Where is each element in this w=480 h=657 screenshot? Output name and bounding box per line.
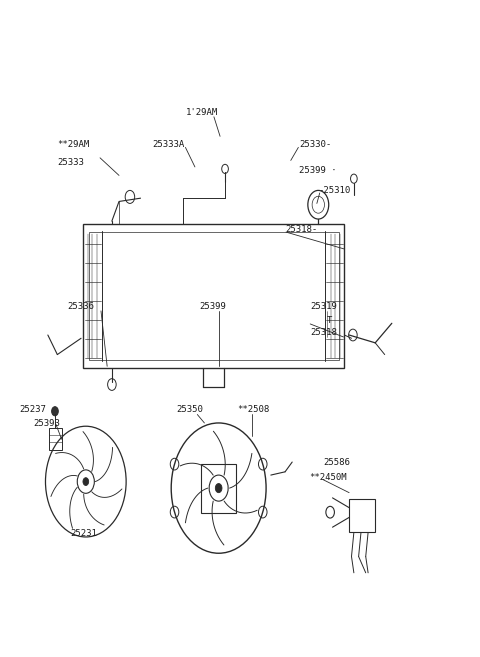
Circle shape bbox=[348, 329, 357, 341]
Text: 25318-: 25318- bbox=[285, 225, 317, 234]
Text: 1'29AM: 1'29AM bbox=[186, 108, 218, 117]
Text: 25333: 25333 bbox=[57, 158, 84, 167]
Text: **29AM: **29AM bbox=[57, 141, 90, 149]
Text: 25399 ·: 25399 · bbox=[300, 166, 337, 175]
Text: 25319: 25319 bbox=[310, 302, 337, 311]
Bar bbox=[84, 224, 344, 367]
Bar bbox=[349, 499, 375, 532]
Circle shape bbox=[52, 407, 58, 416]
Text: 25336: 25336 bbox=[67, 302, 94, 311]
Text: **2450M: **2450M bbox=[309, 472, 347, 482]
Text: 25399: 25399 bbox=[200, 302, 227, 311]
Text: 25330-: 25330- bbox=[300, 141, 332, 149]
Text: 25333A: 25333A bbox=[152, 141, 184, 149]
Text: -25310: -25310 bbox=[318, 186, 350, 195]
Text: 25237: 25237 bbox=[19, 405, 46, 415]
Text: T: T bbox=[326, 316, 332, 325]
Bar bbox=[201, 464, 237, 512]
Text: 25350: 25350 bbox=[176, 405, 203, 415]
Text: 25393: 25393 bbox=[34, 419, 60, 428]
Circle shape bbox=[83, 478, 89, 486]
Text: 25318: 25318 bbox=[310, 328, 337, 337]
Text: **2508: **2508 bbox=[238, 405, 270, 415]
Bar bbox=[49, 428, 61, 449]
Circle shape bbox=[216, 484, 222, 493]
Bar bbox=[89, 232, 339, 360]
Text: 25586: 25586 bbox=[323, 458, 350, 466]
Text: 25231: 25231 bbox=[70, 530, 97, 538]
